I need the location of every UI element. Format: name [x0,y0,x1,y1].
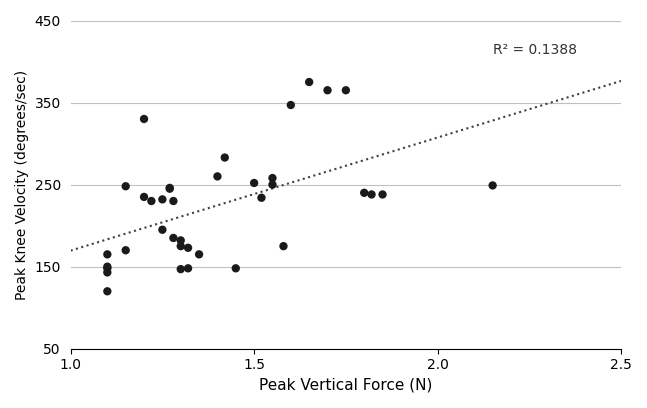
Point [102,269,113,276]
Point [157,196,168,203]
Point [146,198,157,204]
Point [219,154,230,161]
Point [183,265,193,272]
Point [102,264,113,270]
Point [164,186,175,192]
Y-axis label: Peak Knee Velocity (degrees/sec): Peak Knee Velocity (degrees/sec) [15,69,29,299]
Point [157,226,168,233]
Point [304,79,314,85]
Point [102,288,113,295]
Point [267,175,278,181]
Point [322,87,333,93]
Point [285,102,296,108]
Point [175,237,186,244]
X-axis label: Peak Vertical Force (N): Peak Vertical Force (N) [259,378,433,393]
Point [102,251,113,257]
Point [278,243,289,249]
Point [175,266,186,273]
Point [256,195,267,201]
Point [120,183,131,190]
Point [377,191,388,198]
Point [139,116,149,122]
Point [230,265,241,272]
Point [139,194,149,200]
Point [164,185,175,191]
Text: R² = 0.1388: R² = 0.1388 [493,44,577,58]
Point [194,251,204,257]
Point [359,190,369,196]
Point [487,182,498,188]
Point [366,191,377,198]
Point [249,180,259,186]
Point [168,198,179,204]
Point [341,87,351,93]
Point [168,235,179,241]
Point [120,247,131,253]
Point [102,265,113,272]
Point [267,181,278,188]
Point [183,244,193,251]
Point [212,173,223,180]
Point [175,243,186,249]
